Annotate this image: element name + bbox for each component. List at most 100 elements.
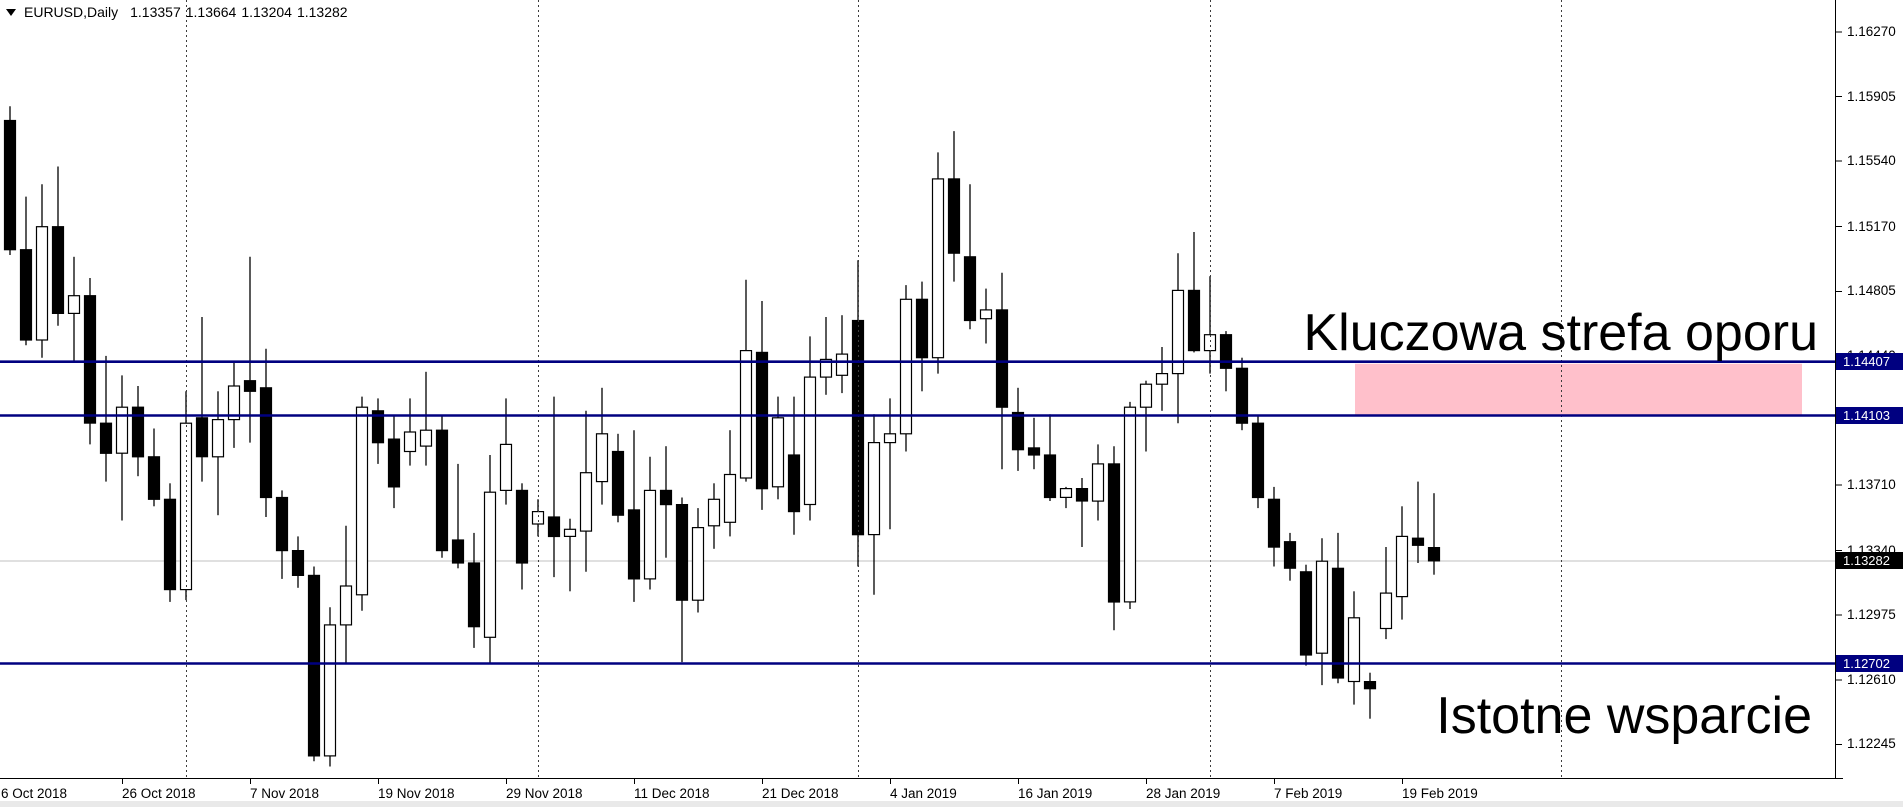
level-price-tag: 1.14407 — [1836, 353, 1903, 371]
candle-body — [707, 498, 721, 527]
candle-body — [1171, 289, 1185, 375]
candle-body — [1075, 488, 1089, 502]
candle-body — [659, 489, 673, 506]
ohlc-low: 1.13204 — [241, 4, 292, 20]
candle-body — [355, 406, 369, 596]
candle-body — [995, 309, 1009, 408]
candle-body — [291, 549, 305, 576]
candle-body — [451, 539, 465, 564]
candle-body — [227, 385, 241, 421]
ohlc-open: 1.13357 — [130, 4, 181, 20]
candle-body — [979, 309, 993, 320]
price-axis-label: 1.12975 — [1847, 607, 1896, 623]
ohlc-close: 1.13282 — [296, 4, 348, 20]
candle-body — [1379, 592, 1393, 630]
candle-body — [51, 226, 65, 314]
candle-body — [627, 509, 641, 580]
chart-header: EURUSD,Daily 1.13357 1.13664 1.13204 1.13282 — [24, 4, 353, 20]
candle-body — [1283, 541, 1297, 569]
time-axis-label: 26 Oct 2018 — [122, 786, 196, 801]
candle-body — [675, 504, 689, 601]
time-axis-label: 29 Nov 2018 — [506, 786, 583, 801]
window-bottom-strip — [0, 801, 1903, 807]
time-axis-label: 21 Dec 2018 — [762, 786, 839, 801]
candle-body — [563, 528, 577, 537]
candle-body — [1059, 488, 1073, 499]
candle-body — [499, 443, 513, 491]
level-price-tag: 1.14103 — [1836, 407, 1903, 425]
level-price-tag: 1.12702 — [1836, 655, 1903, 672]
candle-body — [1267, 498, 1281, 548]
candle-body — [883, 433, 897, 444]
price-axis-label: 1.16270 — [1847, 24, 1896, 39]
candle-body — [595, 433, 609, 483]
candle-body — [1347, 617, 1361, 683]
candle-body — [691, 526, 705, 601]
symbol-dropdown-icon[interactable] — [6, 9, 16, 16]
candle-body — [83, 295, 97, 424]
candle-body — [195, 417, 209, 458]
candle-body — [1091, 463, 1105, 502]
candle-body — [531, 511, 545, 525]
annotation-resistance[interactable]: Kluczowa strefa oporu — [1303, 304, 1819, 362]
candle-body — [611, 450, 625, 516]
candle-body — [99, 422, 113, 454]
time-axis-label: 7 Nov 2018 — [250, 786, 320, 801]
current-price-tag: 1.13282 — [1836, 552, 1903, 570]
candle-body — [1187, 289, 1201, 352]
candle-body — [1155, 373, 1169, 385]
candle-body — [371, 410, 385, 444]
resistance-zone[interactable] — [1355, 363, 1802, 415]
time-axis-label: 4 Jan 2019 — [890, 786, 957, 801]
candle-body — [419, 429, 433, 447]
candle-body — [851, 319, 865, 536]
candle-body — [515, 489, 529, 564]
candle-body — [35, 226, 49, 341]
candlestick-layer — [3, 106, 1441, 767]
candle-body — [115, 406, 129, 454]
symbol-timeframe: EURUSD,Daily — [24, 4, 119, 20]
price-axis-label: 1.15170 — [1847, 218, 1896, 234]
candle-body — [867, 442, 881, 536]
candle-body — [1123, 406, 1137, 603]
candle-body — [803, 376, 817, 506]
candle-body — [1235, 367, 1249, 424]
candle-body — [1203, 334, 1217, 352]
candle-body — [771, 417, 785, 488]
candle-body — [339, 585, 353, 626]
candle-body — [387, 438, 401, 488]
price-axis-label: 1.14805 — [1847, 283, 1896, 299]
price-axis-label: 1.13710 — [1847, 477, 1896, 493]
time-axis-label: 11 Dec 2018 — [634, 786, 710, 801]
time-axis-label: 16 Jan 2019 — [1018, 786, 1093, 801]
candle-body — [467, 562, 481, 628]
candle-body — [307, 574, 321, 757]
candle-body — [1107, 463, 1121, 603]
candle-body — [931, 178, 945, 359]
candle-body — [163, 498, 177, 591]
candle-body — [1411, 537, 1425, 546]
candle-body — [755, 351, 769, 490]
price-axis-label: 1.12610 — [1847, 671, 1896, 687]
time-axis-label: 19 Feb 2019 — [1402, 786, 1478, 801]
candle-body — [67, 295, 81, 315]
candle-body — [243, 380, 257, 392]
candle-body — [643, 489, 657, 580]
candle-body — [435, 429, 449, 552]
time-axis-label: 6 Oct 2018 — [1, 786, 68, 801]
candle-body — [899, 298, 913, 435]
candle-body — [1027, 447, 1041, 456]
price-axis-label: 1.12245 — [1847, 736, 1896, 752]
candle-body — [131, 406, 145, 458]
time-axis-label: 7 Feb 2019 — [1274, 786, 1343, 801]
candle-body — [947, 178, 961, 254]
candle-body — [1395, 535, 1409, 598]
candle-body — [403, 431, 417, 453]
candle-body — [1331, 567, 1345, 679]
candle-body — [1299, 571, 1313, 656]
annotation-support[interactable]: Istotne wsparcie — [1436, 687, 1812, 745]
candle-body — [3, 119, 17, 251]
candle-body — [915, 298, 929, 359]
